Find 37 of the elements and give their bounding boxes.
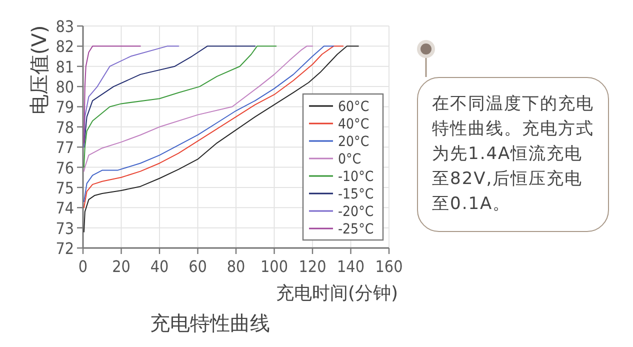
x-tick-label: 80 xyxy=(226,257,246,276)
legend-label: 0°C xyxy=(338,152,362,168)
x-tick-label: 160 xyxy=(375,257,403,276)
legend-label: 20°C xyxy=(338,134,370,150)
x-tick-label: 140 xyxy=(337,257,364,276)
y-tick-label: 76 xyxy=(56,158,74,178)
line-series xyxy=(83,46,313,172)
legend-label: -25°C xyxy=(338,222,374,238)
y-tick-label: 79 xyxy=(56,98,74,117)
y-tick-label: 77 xyxy=(56,138,74,158)
y-axis-title: 电压值(V) xyxy=(27,25,51,115)
x-tick-label: 60 xyxy=(188,257,207,276)
y-tick-label: 83 xyxy=(56,17,74,36)
text: 在不同温度下的充电特性曲线。充电方式为先1.4A恒流充电至82V,后恒压充电至0.1A。 xyxy=(417,77,609,232)
x-tick-label: 20 xyxy=(112,257,130,276)
legend-label: -20°C xyxy=(338,204,374,220)
y-tick-label: 82 xyxy=(56,37,74,56)
text: 充电特性曲线 xyxy=(150,311,270,335)
line-series xyxy=(83,46,180,148)
legend-label: 40°C xyxy=(338,116,370,132)
x-tick-label: 120 xyxy=(298,257,326,276)
legend-label: 60°C xyxy=(338,99,370,115)
x-tick-label: 100 xyxy=(260,257,288,276)
line-series xyxy=(83,46,277,168)
y-tick-label: 80 xyxy=(56,78,74,97)
line-series xyxy=(83,46,141,144)
y-tick-label: 81 xyxy=(56,57,74,76)
y-tick-label: 78 xyxy=(56,118,74,137)
y-tick-label: 74 xyxy=(56,198,74,218)
y-tick-label: 72 xyxy=(56,239,74,258)
x-tick-label: 0 xyxy=(78,257,88,276)
x-tick-label: 40 xyxy=(150,257,169,276)
legend-label: -10°C xyxy=(338,169,374,185)
y-tick-label: 75 xyxy=(56,178,74,198)
legend-label: -15°C xyxy=(338,186,374,202)
y-tick-label: 73 xyxy=(56,218,74,238)
x-axis-title: 充电时间(分钟) xyxy=(276,283,398,304)
